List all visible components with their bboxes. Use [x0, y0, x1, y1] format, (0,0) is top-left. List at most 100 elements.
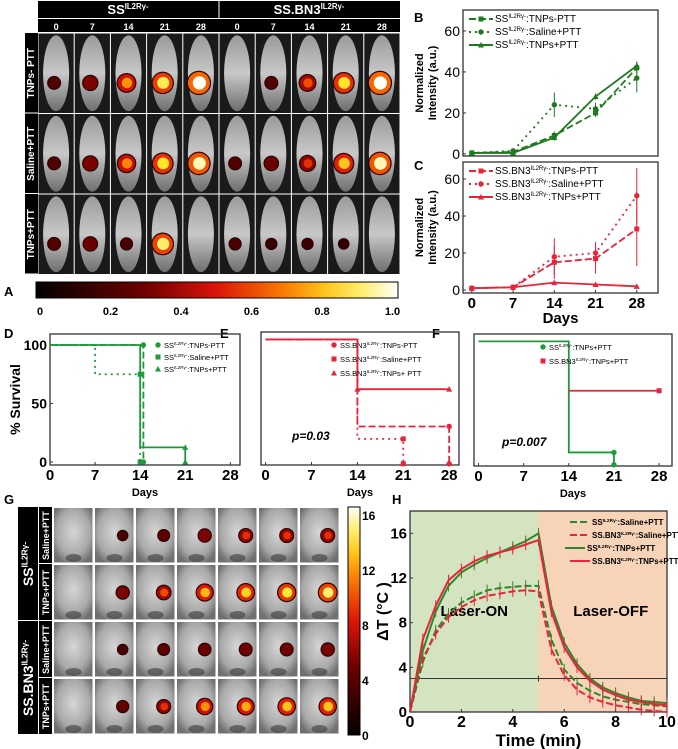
tumor-signal	[158, 530, 169, 541]
legend-item: SS.BN3IL2Rγ-:Saline+PTT	[331, 355, 422, 364]
panel-label-C: C	[414, 158, 424, 173]
mouse-snout	[147, 554, 164, 562]
tumor-signal-core	[160, 702, 169, 711]
marker-circle	[634, 192, 640, 199]
x-tick-label: 14	[560, 468, 577, 485]
legend-label: SSIL2Rγ-:TNPs-PTT	[495, 14, 576, 25]
legend-label: SS.BN3IL2Rγ-:Saline+PTT	[340, 355, 422, 364]
y-axis-label: % Survival	[7, 364, 23, 435]
tumor-signal-core	[324, 531, 333, 540]
group-label-bar	[18, 621, 38, 734]
x-tick-label: 0	[468, 295, 476, 312]
marker-triangle	[510, 284, 517, 290]
tumor-signal-core	[121, 77, 133, 89]
series-line	[50, 344, 142, 462]
label-part: SS	[495, 14, 509, 25]
x-axis-label: Days	[347, 487, 373, 499]
y-tick-label: 8	[399, 615, 407, 632]
marker-circle	[592, 250, 599, 256]
tumor-signal-core	[373, 76, 387, 90]
label-part: SS	[549, 343, 559, 352]
mouse-body	[43, 35, 70, 112]
marker-circle	[634, 75, 640, 81]
label-part: :Saline+PTT	[617, 518, 663, 527]
marker-circle	[446, 423, 452, 430]
day-label: 7	[90, 22, 95, 32]
marker-circle	[551, 102, 558, 108]
mouse-snout	[270, 668, 287, 676]
mouse-body	[224, 196, 251, 273]
x-tick-label: 7	[519, 468, 527, 485]
x-tick-label: 28	[441, 467, 458, 484]
group-label: SS.BN3IL2Rγ-	[19, 640, 36, 716]
x-tick-label: 14	[132, 467, 149, 484]
superscript: IL2Rγ-	[174, 341, 188, 346]
marker-triangle	[182, 444, 189, 450]
y-tick-label: 40	[444, 64, 460, 80]
tumor-signal-core	[157, 76, 170, 89]
label-part: SS.BN3	[340, 369, 367, 378]
colorbar-tick: 16	[362, 509, 376, 523]
day-label: 21	[160, 22, 170, 32]
thermal-image	[53, 507, 94, 564]
colorbar-tick: 0.6	[244, 306, 259, 318]
panel-label-D: D	[4, 326, 13, 341]
day-label: 0	[54, 22, 59, 32]
marker-square	[331, 356, 337, 362]
colorbar-tick: 12	[362, 564, 376, 578]
tumor-signal	[280, 643, 293, 656]
mouse-snout	[147, 668, 164, 676]
superscript: IL2Rγ-	[19, 640, 29, 666]
mouse-snout	[270, 725, 287, 733]
marker-triangle	[478, 194, 484, 200]
marker-circle	[446, 461, 452, 467]
superscript: IL2Rγ-	[603, 518, 618, 524]
mouse-body	[260, 196, 287, 273]
panel-label-H: H	[392, 492, 401, 507]
legend-label: SSIL2Rγ-:Saline+PTT	[164, 353, 229, 362]
superscript: IL2Rγ-	[367, 355, 381, 360]
colorbar-tick: 0.2	[103, 306, 118, 318]
marker-circle	[155, 342, 161, 348]
marker-square	[656, 388, 662, 394]
mouse-snout	[65, 725, 82, 733]
tumor-signal	[121, 238, 132, 250]
y-tick-label: 0	[452, 146, 460, 162]
x-tick-label: 28	[222, 467, 239, 484]
mouse-body	[79, 115, 106, 192]
superscript: IL2Rγ-	[367, 369, 381, 374]
y-tick-label: 16	[390, 525, 407, 542]
panel-label-F: F	[432, 326, 440, 341]
mouse-body	[260, 115, 287, 192]
region-label: Laser-OFF	[573, 603, 648, 620]
label-part: SS	[495, 27, 509, 38]
group-header: SSIL2Rγ-	[107, 2, 149, 17]
panel-label-G: G	[4, 492, 14, 507]
mouse-body	[115, 196, 142, 273]
marker-square	[634, 226, 640, 232]
mouse-body	[224, 115, 251, 192]
y-tick-label: 100	[24, 337, 48, 353]
tumor-signal	[158, 644, 169, 655]
x-tick-label: 21	[587, 295, 604, 312]
marker-triangle	[478, 42, 484, 48]
tumor-signal	[321, 643, 334, 656]
mouse-snout	[311, 725, 328, 733]
label-part: :TNPs+PTT	[187, 365, 227, 374]
label-part: SS	[20, 567, 36, 586]
mouse-snout	[106, 611, 123, 619]
p-value: p=0.007	[501, 435, 548, 449]
x-tick-label: 7	[91, 467, 99, 484]
superscript: IL2Rγ-	[576, 357, 590, 362]
p-value: p=0.03	[291, 429, 330, 443]
tumor-signal-core	[338, 77, 351, 89]
mouse-body	[115, 115, 142, 192]
tumor-signal	[339, 239, 349, 249]
day-label: 14	[123, 22, 133, 32]
row-label: TNPs- PTT	[26, 48, 37, 99]
row-label: Saline+PTT	[41, 625, 51, 674]
marker-triangle	[633, 283, 640, 289]
tumor-signal-core	[200, 701, 210, 712]
marker-triangle	[633, 62, 640, 69]
